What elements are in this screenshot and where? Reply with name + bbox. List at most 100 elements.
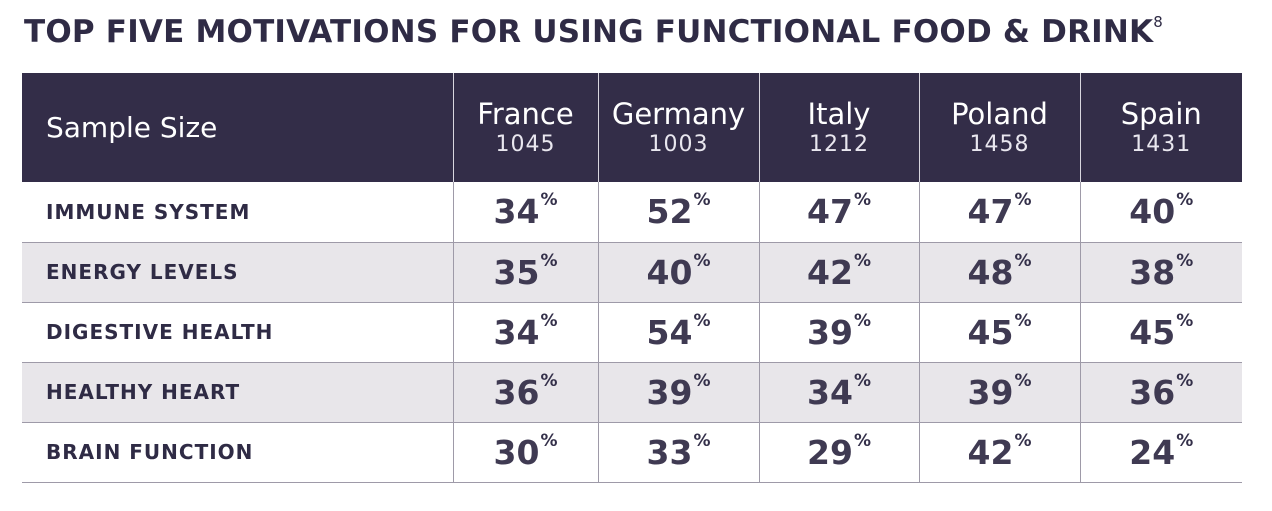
percent-sign: %: [1176, 310, 1194, 331]
table-row: BRAIN FUNCTION 30% 33% 29% 42% 24%: [22, 422, 1242, 482]
percent-sign: %: [540, 310, 558, 331]
value-cell: 47%: [918, 182, 1080, 242]
percent-sign: %: [853, 190, 871, 211]
percent-value: 47: [807, 192, 853, 232]
percent-sign: %: [540, 190, 558, 211]
percent-sign: %: [1014, 370, 1032, 391]
percent-sign: %: [1014, 190, 1032, 211]
column-header: Germany 1003: [597, 73, 759, 182]
percent-value: 39: [807, 312, 853, 352]
percent-value: 36: [493, 372, 540, 412]
percent-sign: %: [1176, 190, 1194, 211]
percent-value: 36: [1129, 372, 1176, 412]
percent-sign: %: [1176, 370, 1194, 391]
percent-sign: %: [853, 430, 871, 451]
value-cell: 36%: [1079, 362, 1242, 422]
value-cell: 34%: [758, 362, 919, 422]
value-cell: 39%: [758, 302, 919, 362]
value-cell: 33%: [597, 422, 759, 482]
percent-sign: %: [540, 430, 558, 451]
row-label: DIGESTIVE HEALTH: [46, 320, 274, 344]
percent-sign: %: [693, 310, 711, 331]
percent-value: 30: [493, 432, 540, 472]
value-cell: 38%: [1079, 242, 1242, 302]
value-cell: 39%: [918, 362, 1080, 422]
country-label: Spain: [1120, 96, 1202, 131]
sample-size-value: 1045: [495, 131, 556, 157]
percent-sign: %: [693, 250, 711, 271]
percent-value: 48: [967, 252, 1014, 292]
column-header: Spain 1431: [1079, 73, 1242, 182]
sample-size-value: 1458: [969, 131, 1030, 157]
value-cell: 40%: [597, 242, 759, 302]
value-cell: 29%: [758, 422, 919, 482]
table-row: IMMUNE SYSTEM 34% 52% 47% 47% 40%: [22, 182, 1242, 242]
row-label: IMMUNE SYSTEM: [46, 199, 251, 224]
country-label: Italy: [807, 96, 871, 131]
percent-value: 29: [807, 432, 853, 472]
title-text: TOP FIVE MOTIVATIONS FOR USING FUNCTIONA…: [24, 14, 1154, 50]
row-label: BRAIN FUNCTION: [46, 440, 254, 464]
percent-sign: %: [1014, 250, 1032, 271]
percent-sign: %: [1176, 430, 1194, 451]
value-cell: 36%: [452, 362, 598, 422]
percent-sign: %: [853, 310, 871, 331]
percent-sign: %: [853, 250, 871, 271]
percent-sign: %: [540, 370, 558, 391]
country-label: Poland: [951, 96, 1048, 131]
sample-size-value: 1003: [648, 131, 709, 157]
row-label: ENERGY LEVELS: [46, 260, 239, 284]
table-row: ENERGY LEVELS 35% 40% 42% 48% 38%: [22, 242, 1242, 302]
column-header: Italy 1212: [758, 73, 919, 182]
sample-size-value: 1431: [1131, 131, 1192, 157]
column-header: France 1045: [452, 73, 598, 182]
value-cell: 52%: [597, 182, 759, 242]
percent-value: 24: [1129, 432, 1176, 472]
percent-value: 45: [967, 312, 1014, 352]
value-cell: 45%: [918, 302, 1080, 362]
column-header: Poland 1458: [918, 73, 1080, 182]
percent-sign: %: [693, 190, 711, 211]
value-cell: 42%: [918, 422, 1080, 482]
value-cell: 24%: [1079, 422, 1242, 482]
row-label: HEALTHY HEART: [46, 380, 241, 404]
value-cell: 48%: [918, 242, 1080, 302]
value-cell: 40%: [1079, 182, 1242, 242]
country-label: Germany: [611, 96, 746, 131]
motivations-table: Sample Size France 1045 Germany 1003 Italy…: [22, 73, 1242, 483]
percent-sign: %: [540, 250, 558, 271]
value-cell: 54%: [597, 302, 759, 362]
table-row: DIGESTIVE HEALTH 34% 54% 39% 45% 45%: [22, 302, 1242, 362]
percent-value: 40: [646, 252, 693, 292]
sample-size-value: 1212: [809, 131, 869, 157]
percent-sign: %: [693, 370, 711, 391]
value-cell: 39%: [597, 362, 759, 422]
row-header-label: Sample Size: [46, 111, 218, 144]
title-footnote: 8: [1153, 12, 1163, 31]
value-cell: 34%: [452, 182, 598, 242]
percent-value: 40: [1129, 192, 1176, 232]
page-title: TOP FIVE MOTIVATIONS FOR USING FUNCTIONA…: [24, 12, 1163, 50]
value-cell: 45%: [1079, 302, 1242, 362]
percent-value: 35: [493, 252, 540, 292]
percent-sign: %: [1014, 430, 1032, 451]
percent-value: 42: [807, 252, 853, 292]
percent-value: 38: [1129, 252, 1176, 292]
percent-sign: %: [1176, 250, 1194, 271]
country-label: France: [477, 96, 574, 131]
percent-value: 47: [967, 192, 1014, 232]
percent-value: 45: [1129, 312, 1176, 352]
percent-value: 42: [967, 432, 1014, 472]
percent-value: 52: [646, 192, 693, 232]
value-cell: 42%: [758, 242, 919, 302]
percent-value: 39: [646, 372, 693, 412]
percent-value: 34: [493, 312, 540, 352]
percent-value: 33: [646, 432, 693, 472]
header-row: Sample Size France 1045 Germany 1003 Italy…: [22, 73, 1242, 182]
value-cell: 47%: [758, 182, 919, 242]
percent-sign: %: [693, 430, 711, 451]
percent-value: 54: [646, 312, 693, 352]
value-cell: 35%: [452, 242, 598, 302]
table-body: IMMUNE SYSTEM 34% 52% 47% 47% 40% ENERGY LEVEL…: [22, 182, 1242, 482]
percent-value: 39: [967, 372, 1014, 412]
